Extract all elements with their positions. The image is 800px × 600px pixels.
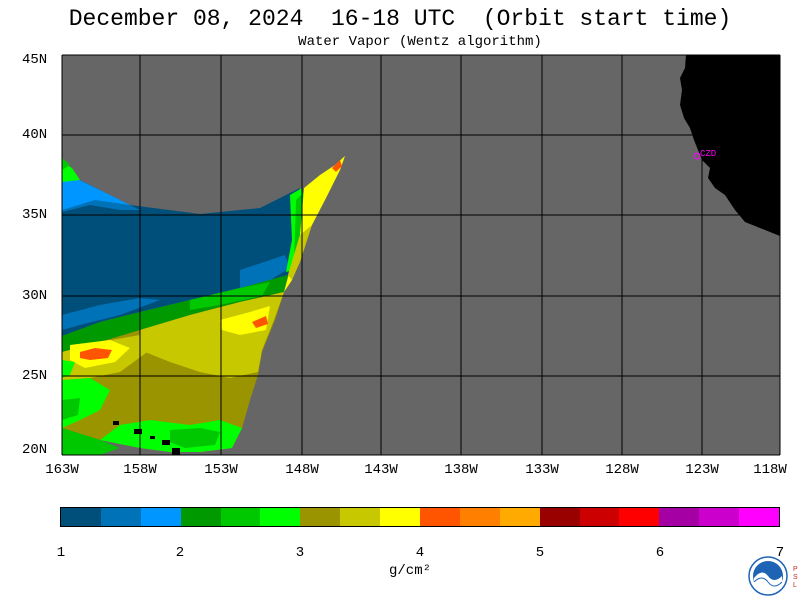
lon-label: 118W (753, 462, 787, 478)
lon-label: 143W (364, 462, 398, 478)
colorbar-swatch (340, 508, 381, 526)
lon-label: 148W (285, 462, 319, 478)
lon-label: 128W (605, 462, 639, 478)
lat-label: 20N (22, 442, 48, 458)
colorbar-swatch (380, 508, 421, 526)
colorbar-tick: 3 (295, 545, 305, 561)
land-west-coast (680, 55, 780, 236)
colorbar-tick: 5 (535, 545, 545, 561)
colorbar-tick: 7 (775, 545, 785, 561)
station-label: CZD (700, 149, 716, 159)
lat-label: 35N (22, 207, 48, 223)
colorbar (60, 507, 780, 527)
lat-label: 40N (22, 127, 48, 143)
colorbar-swatch (699, 508, 740, 526)
colorbar-tick: 2 (175, 545, 185, 561)
lon-label: 123W (685, 462, 719, 478)
lat-label: 25N (22, 368, 48, 384)
lat-label: 30N (22, 288, 48, 304)
lon-label: 133W (525, 462, 559, 478)
lon-label: 153W (204, 462, 238, 478)
lon-label: 158W (123, 462, 157, 478)
colorbar-swatch (420, 508, 460, 526)
colorbar-swatch (659, 508, 700, 526)
colorbar-swatch (300, 508, 341, 526)
colorbar-swatch (180, 508, 221, 526)
colorbar-swatch (579, 508, 620, 526)
water-vapor-map: CZD (61, 54, 781, 456)
colorbar-tick: 1 (56, 545, 66, 561)
colorbar-swatch (260, 508, 301, 526)
lon-label: 163W (45, 462, 79, 478)
colorbar-swatch (539, 508, 580, 526)
colorbar-swatch (619, 508, 660, 526)
colorbar-swatch (100, 508, 141, 526)
colorbar-swatch (220, 508, 261, 526)
station-marker: CZD (693, 149, 716, 160)
psl-credit: P S L (793, 566, 798, 589)
colorbar-tick: 6 (655, 545, 665, 561)
vapor-swath (62, 156, 345, 455)
lon-label: 138W (444, 462, 478, 478)
colorbar-swatch (739, 508, 780, 526)
colorbar-swatch (459, 508, 500, 526)
colorbar-units: g/cm² (388, 563, 431, 579)
lat-label: 45N (22, 52, 48, 68)
colorbar-tick: 4 (415, 545, 425, 561)
page-subtitle: Water Vapor (Wentz algorithm) (298, 34, 542, 50)
colorbar-swatch (499, 508, 540, 526)
map-grid (61, 54, 781, 456)
colorbar-swatch (140, 508, 181, 526)
colorbar-swatch (61, 508, 101, 526)
noaa-logo (748, 556, 788, 596)
page-title: December 08, 2024 16-18 UTC (Orbit start… (68, 6, 732, 32)
